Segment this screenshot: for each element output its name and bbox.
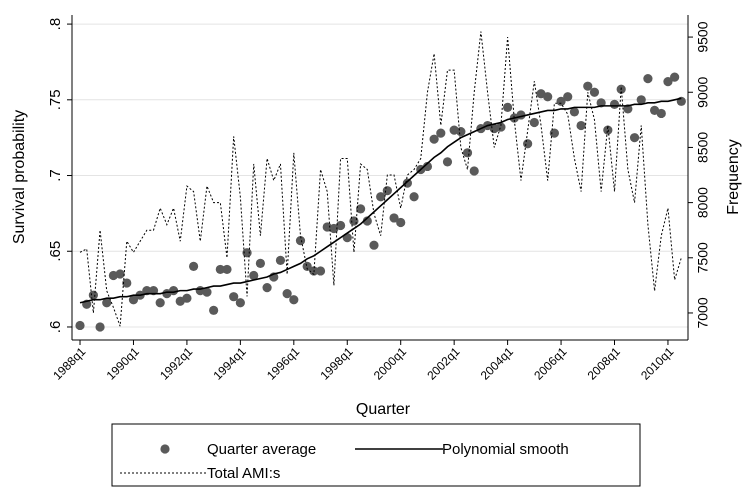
x-tick-label: 1994q1 <box>211 344 249 382</box>
y2-tick-label: 9000 <box>695 76 711 107</box>
y-tick-label: .8 <box>47 18 64 31</box>
data-point <box>670 72 680 82</box>
data-point <box>362 216 372 226</box>
data-point <box>402 178 412 188</box>
legend-marker <box>160 444 170 454</box>
x-tick-label: 2000q1 <box>371 344 409 382</box>
data-point <box>436 128 446 138</box>
data-line <box>79 31 682 327</box>
data-point <box>249 270 259 281</box>
data-point <box>496 122 506 132</box>
data-point <box>155 298 165 308</box>
x-tick-label: 2010q1 <box>638 344 676 382</box>
x-tick-label: 1998q1 <box>317 344 355 382</box>
x-tick-label: 2006q1 <box>531 344 569 382</box>
data-point <box>503 102 513 112</box>
data-point <box>182 293 192 303</box>
data-point <box>202 287 212 297</box>
data-point <box>676 96 686 106</box>
data-point <box>229 292 239 302</box>
x-tick-label: 1990q1 <box>104 344 142 382</box>
data-point <box>396 217 406 228</box>
y2-tick-label: 9500 <box>695 21 711 52</box>
data-point <box>209 305 219 315</box>
data-point <box>289 295 299 305</box>
data-point <box>429 134 439 144</box>
x-tick-label: 1988q1 <box>50 344 88 382</box>
data-point <box>382 186 392 196</box>
y2-tick-label: 8500 <box>695 132 711 163</box>
data-point <box>609 99 620 109</box>
legend-label: Quarter average <box>207 441 316 458</box>
data-point <box>389 213 399 223</box>
y-tick-label: .6 <box>47 321 64 334</box>
data-point <box>469 166 479 176</box>
x-axis-title: Quarter <box>356 401 411 418</box>
x-tick-label: 2004q1 <box>478 344 516 382</box>
data-point <box>369 240 379 250</box>
data-point <box>529 117 539 128</box>
data-point <box>422 161 433 172</box>
data-point <box>442 157 453 167</box>
data-point <box>335 220 346 231</box>
y-axis-title: Survival probability <box>11 110 28 244</box>
y-tick-label: .75 <box>47 89 64 110</box>
data-point <box>295 236 306 246</box>
data-point <box>262 283 272 293</box>
legend-box <box>111 423 641 487</box>
data-point <box>549 128 559 138</box>
y-tick-label: .65 <box>47 241 64 262</box>
data-point <box>349 216 359 226</box>
data-point <box>589 87 600 97</box>
legend-label: Total AMI:s <box>207 465 280 482</box>
data-point <box>222 264 232 275</box>
data-point <box>242 248 252 258</box>
y2-tick-label: 7000 <box>695 297 711 328</box>
data-point <box>663 77 673 87</box>
data-point <box>255 258 266 268</box>
data-point <box>523 139 533 149</box>
y2-tick-label: 8000 <box>695 187 711 218</box>
data-point <box>356 204 366 214</box>
data-point <box>643 74 653 84</box>
data-point <box>102 298 112 308</box>
y2-tick-label: 7500 <box>695 242 711 273</box>
data-point <box>315 266 326 276</box>
x-tick-label: 2008q1 <box>585 344 623 382</box>
data-point <box>95 322 105 332</box>
data-point <box>576 120 586 131</box>
data-point <box>656 108 666 119</box>
y2-axis-title: Frequency <box>725 139 742 215</box>
data-point <box>122 278 132 288</box>
data-line <box>79 97 682 304</box>
data-point <box>235 298 245 308</box>
x-tick-label: 1996q1 <box>264 344 302 382</box>
data-point <box>188 261 199 271</box>
x-tick-label: 2002q1 <box>424 344 462 382</box>
data-point <box>636 95 646 105</box>
data-point <box>462 148 473 158</box>
data-point <box>563 92 573 102</box>
data-point <box>282 289 292 299</box>
data-point <box>115 269 125 279</box>
legend-label: Polynomial smooth <box>442 441 569 458</box>
data-point <box>88 290 98 300</box>
data-point <box>583 81 593 91</box>
data-point <box>275 255 286 265</box>
x-tick-label: 1992q1 <box>157 344 195 382</box>
data-point <box>543 92 553 102</box>
data-point <box>456 127 466 137</box>
data-point <box>302 261 312 271</box>
data-point <box>128 295 139 305</box>
data-point <box>569 107 580 117</box>
data-point <box>409 192 419 202</box>
data-point <box>215 264 225 275</box>
y-tick-label: .7 <box>47 169 64 182</box>
data-point <box>75 320 85 331</box>
data-point <box>556 96 566 106</box>
data-point <box>629 133 640 143</box>
data-point <box>376 192 386 202</box>
